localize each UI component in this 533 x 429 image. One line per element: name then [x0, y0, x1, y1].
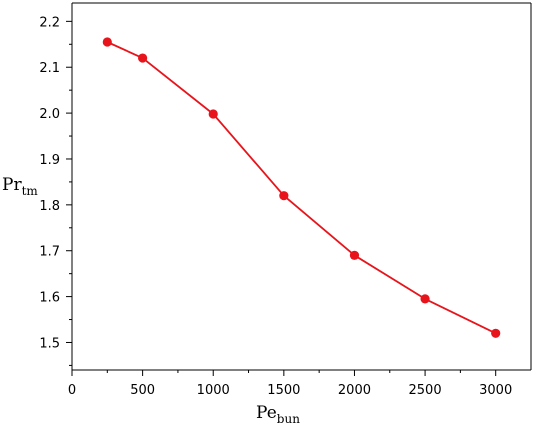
x-ticks: 0 500 1000 1500 2000 2500 3000	[68, 370, 512, 398]
series-line	[106, 41, 497, 335]
data-point	[208, 109, 218, 119]
y-tick-label: 1.6	[39, 291, 60, 306]
y-axis-title-main: Pr	[2, 175, 22, 195]
x-axis-title-main: Pe	[256, 403, 277, 423]
y-tick-label: 2.0	[39, 107, 60, 122]
data-point	[138, 53, 148, 63]
x-tick-label: 3000	[479, 383, 512, 398]
x-tick-label: 0	[68, 383, 76, 398]
x-axis-title-sub: bun	[277, 412, 300, 426]
y-tick-label: 2.2	[39, 15, 60, 30]
data-point	[349, 250, 360, 260]
data-point	[279, 191, 289, 201]
x-tick-label: 1500	[267, 383, 300, 398]
x-tick-label: 2000	[338, 383, 371, 398]
y-axis-title: Prtm	[2, 175, 38, 198]
y-tick-label: 1.5	[39, 336, 60, 351]
x-tick-label: 500	[130, 383, 155, 398]
data-point	[491, 328, 501, 338]
series-layer	[102, 37, 501, 338]
y-axis-title-sub: tm	[22, 184, 39, 198]
x-tick-label: 1000	[197, 383, 230, 398]
y-ticks: 1.5 1.6 1.7 1.8 1.9 2.0 2.1 2.2	[39, 15, 72, 366]
y-tick-label: 1.7	[39, 245, 60, 260]
y-tick-label: 2.1	[39, 61, 60, 76]
y-tick-label: 1.8	[39, 199, 60, 214]
x-axis-title: Pebun	[256, 403, 300, 426]
data-point	[420, 294, 430, 304]
data-point	[102, 37, 112, 47]
plot-frame	[71, 2, 532, 371]
x-tick-label: 2500	[409, 383, 442, 398]
y-tick-label: 1.9	[39, 153, 60, 168]
